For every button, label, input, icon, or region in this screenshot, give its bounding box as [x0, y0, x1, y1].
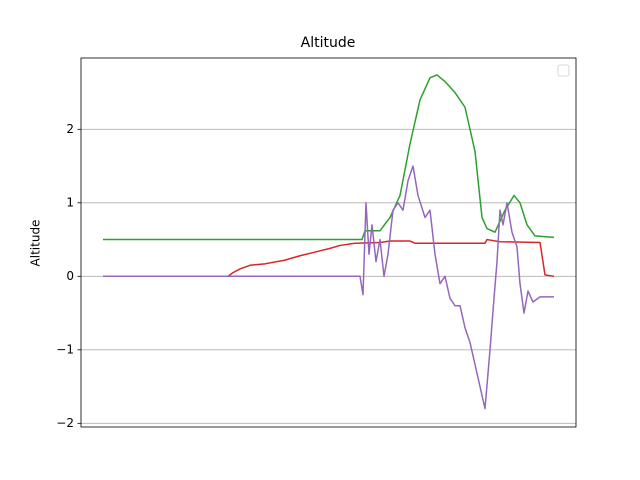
line-series	[103, 238, 555, 278]
y-tick-label: 0	[66, 269, 74, 283]
y-axis-label: Altitude	[29, 220, 43, 267]
y-tick-label: −1	[56, 342, 74, 356]
line-series	[103, 74, 555, 241]
plot-frame	[80, 57, 577, 428]
y-tick-label: 1	[66, 195, 74, 209]
line-series	[103, 165, 554, 410]
y-tick-label: 2	[66, 122, 74, 136]
legend	[557, 64, 570, 77]
chart-title: Altitude	[301, 35, 356, 51]
y-tick-label: −2	[56, 416, 74, 430]
